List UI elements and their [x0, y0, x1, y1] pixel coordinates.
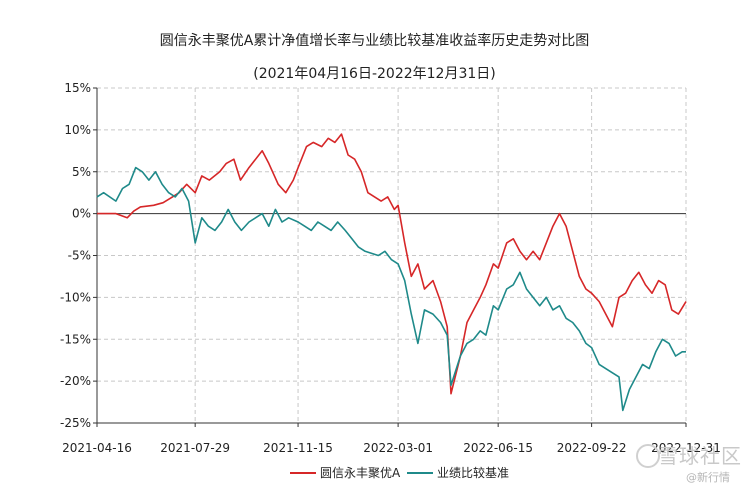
- legend: 圆信永丰聚优A 业绩比较基准: [290, 465, 509, 480]
- y-tick-label: 5%: [72, 165, 91, 179]
- x-tick-label: 2022-12-31: [651, 441, 721, 455]
- x-tick-label: 2022-09-22: [557, 441, 627, 455]
- y-tick-label: -20%: [60, 374, 91, 388]
- watermark-author: @新行情: [686, 471, 730, 484]
- watermark: 雪球社区 @新行情: [636, 440, 746, 488]
- axes: 15% 10% 5% 0% -5% -10% -15% -20% -25% 2021-04-16 2…: [60, 81, 721, 455]
- x-tick-label: 2021-11-15: [263, 441, 333, 455]
- chart-title: 圆信永丰聚优A累计净值增长率与业绩比较基准收益率历史走势对比图: [159, 33, 590, 49]
- legend-label-1: 圆信永丰聚优A: [320, 466, 401, 480]
- x-tick-label: 2022-03-01: [363, 441, 433, 455]
- x-tick-label: 2022-06-15: [463, 441, 533, 455]
- legend-label-2: 业绩比较基准: [437, 465, 509, 480]
- y-tick-label: 15%: [64, 81, 91, 95]
- y-tick-label: -25%: [60, 416, 91, 430]
- y-tick-label: 10%: [64, 123, 91, 137]
- watermark-brand: 雪球社区: [658, 444, 742, 468]
- chart-subtitle: (2021年04月16日-2022年12月31日): [253, 66, 496, 82]
- y-tick-label: -10%: [60, 290, 91, 304]
- x-tick-label: 2021-04-16: [62, 441, 132, 455]
- y-tick-label: -15%: [60, 332, 91, 346]
- series-line-1: [97, 133, 687, 395]
- grid: [97, 87, 687, 424]
- snowball-logo-icon: [636, 444, 660, 468]
- y-tick-label: -5%: [68, 249, 91, 263]
- y-tick-label: 0%: [72, 207, 91, 221]
- x-tick-label: 2021-07-29: [160, 441, 230, 455]
- series-lines: [96, 133, 687, 412]
- series-line-2: [96, 166, 686, 412]
